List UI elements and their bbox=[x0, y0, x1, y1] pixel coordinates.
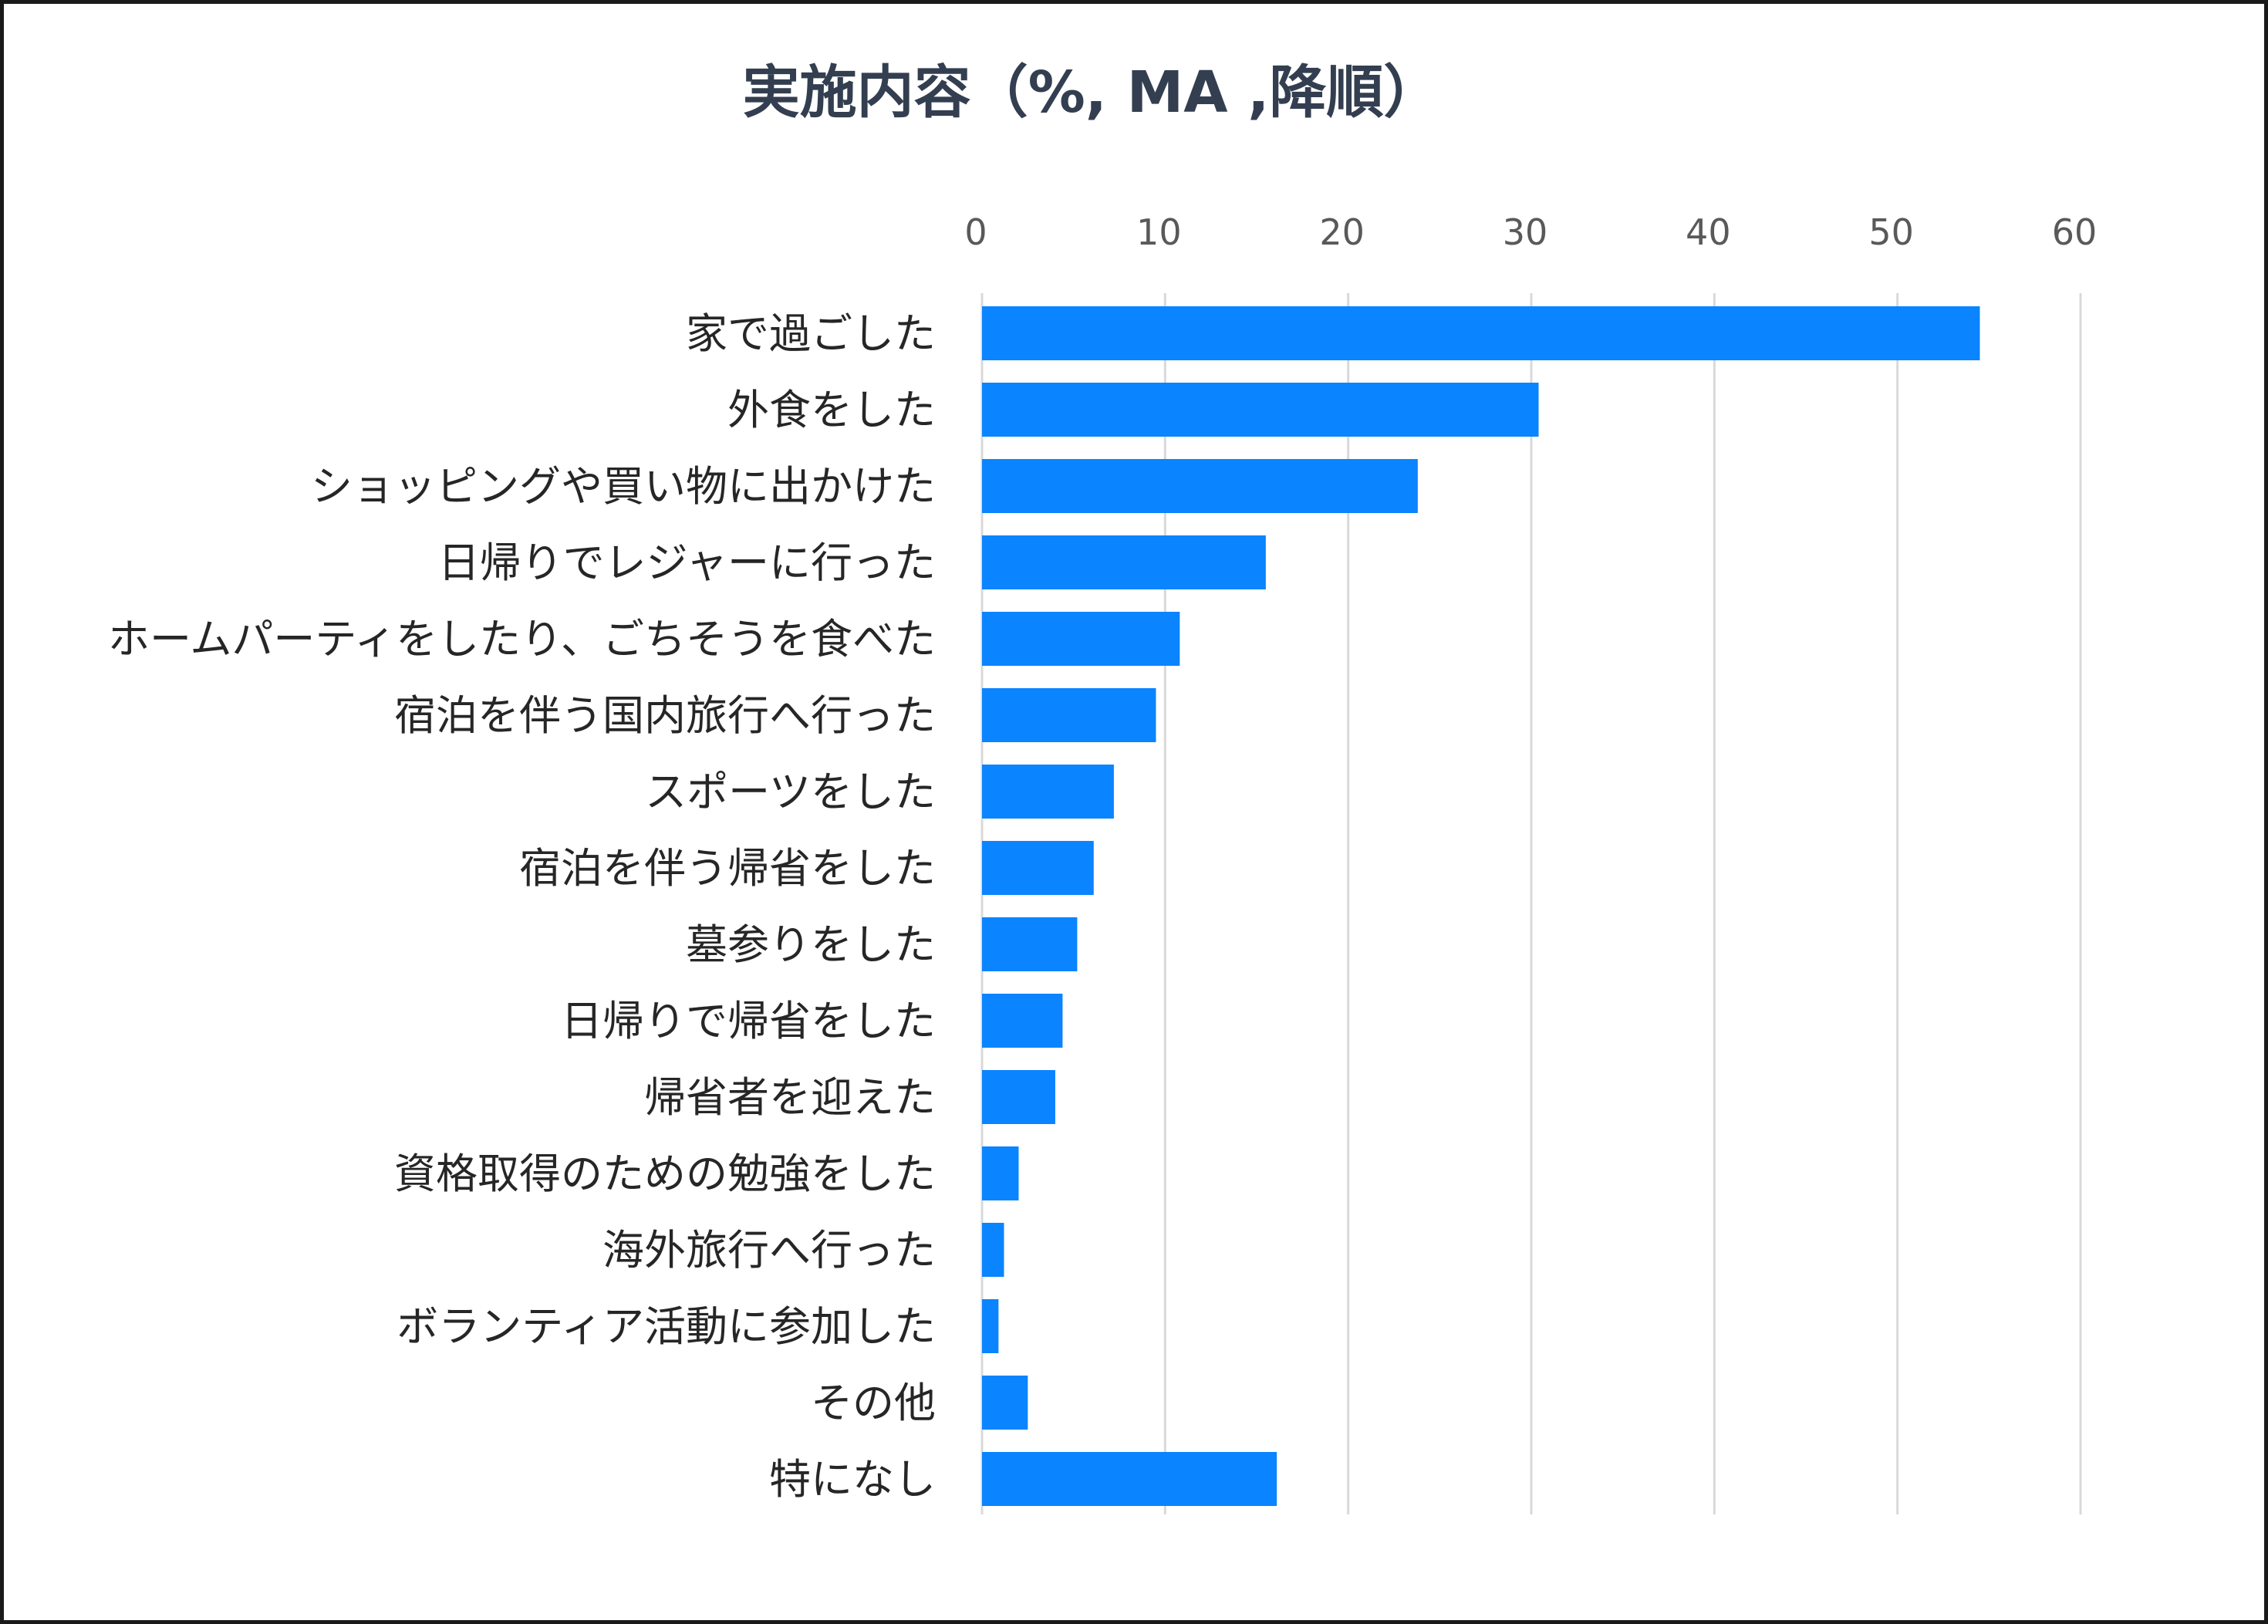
x-tick-label: 30 bbox=[1503, 211, 1548, 253]
x-tick-label: 60 bbox=[2052, 211, 2098, 253]
bar bbox=[982, 535, 1266, 589]
category-label: 墓参りをした bbox=[686, 920, 936, 969]
bar bbox=[982, 1299, 999, 1353]
category-label: 宿泊を伴う国内旅行へ行った bbox=[394, 691, 936, 740]
category-label: 家で過ごした bbox=[686, 309, 936, 358]
category-labels: 家で過ごした外食をしたショッピングや買い物に出かけた日帰りでレジャーに行ったホー… bbox=[108, 309, 936, 1504]
category-label: 特になし bbox=[769, 1455, 936, 1504]
category-label: 資格取得のための勉強をした bbox=[394, 1150, 936, 1198]
category-label: 海外旅行へ行った bbox=[602, 1226, 936, 1275]
category-label: スポーツをした bbox=[645, 768, 936, 816]
x-tick-label: 10 bbox=[1136, 211, 1182, 253]
x-tick-label: 20 bbox=[1319, 211, 1365, 253]
category-label: ホームパーティをしたり、ごちそうを食べた bbox=[108, 615, 936, 663]
bar bbox=[982, 688, 1156, 742]
bar bbox=[982, 1376, 1028, 1430]
x-axis-ticks: 0 10 20 30 40 50 60 bbox=[964, 211, 2097, 253]
bar bbox=[982, 612, 1180, 666]
bar-chart: 実施内容（%, MA ,降順） 0 10 20 30 40 50 60 家で過ごした外食をし… bbox=[108, 59, 2097, 1514]
bars bbox=[982, 306, 1980, 1506]
x-tick-label: 50 bbox=[1868, 211, 1914, 253]
category-label: 日帰りで帰省をした bbox=[561, 997, 936, 1045]
bar bbox=[982, 917, 1078, 971]
bar bbox=[982, 994, 1063, 1048]
category-label: 帰省者を迎えた bbox=[644, 1073, 936, 1122]
bar bbox=[982, 1452, 1277, 1506]
category-label: ショッピングや買い物に出かけた bbox=[311, 462, 936, 511]
category-label: その他 bbox=[811, 1379, 936, 1427]
category-label: 日帰りでレジャーに行った bbox=[438, 539, 936, 587]
bar bbox=[982, 841, 1094, 895]
bar bbox=[982, 1146, 1019, 1200]
chart-title: 実施内容（%, MA ,降順） bbox=[743, 59, 1441, 126]
bar bbox=[982, 459, 1418, 513]
x-tick-label: 0 bbox=[964, 211, 987, 253]
bar bbox=[982, 383, 1539, 437]
bar bbox=[982, 1223, 1004, 1277]
category-label: ボランティア活動に参加した bbox=[397, 1302, 936, 1351]
bar bbox=[982, 306, 1980, 360]
bar bbox=[982, 1070, 1055, 1124]
x-tick-label: 40 bbox=[1686, 211, 1731, 253]
category-label: 宿泊を伴う帰省をした bbox=[519, 844, 936, 893]
bar bbox=[982, 765, 1114, 819]
category-label: 外食をした bbox=[727, 386, 936, 434]
